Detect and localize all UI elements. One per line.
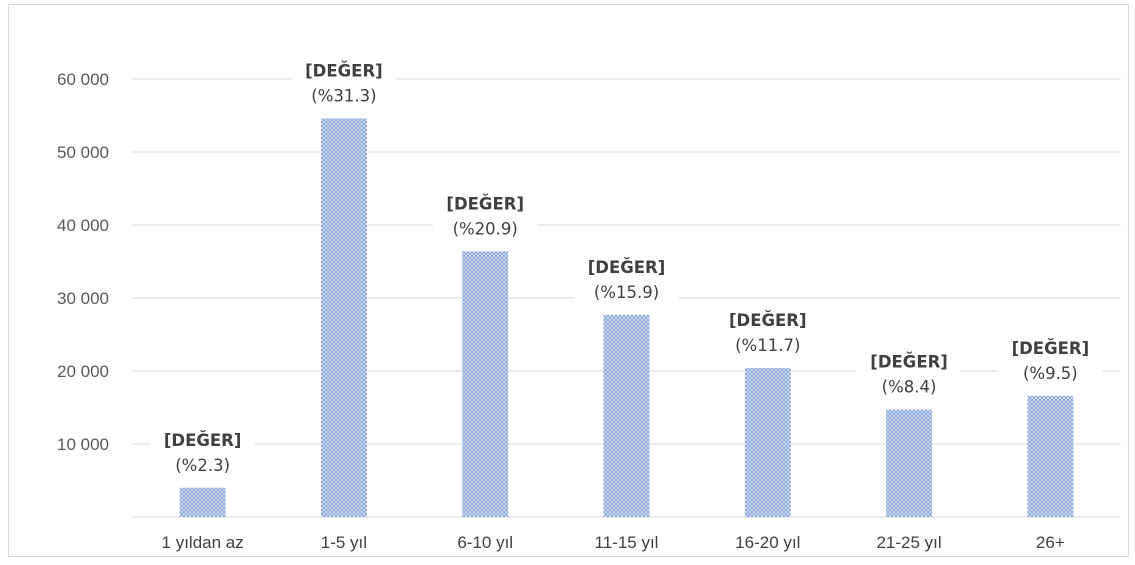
- data-labels: [DEĞER] (%2.3) [DEĞER] (%31.3) [DEĞER] (%20.9…: [150, 56, 1103, 476]
- data-label-value: [DEĞER]: [588, 258, 666, 277]
- data-label-percent: (%20.9): [453, 219, 518, 238]
- data-label-percent: (%2.3): [175, 456, 230, 475]
- bar: [179, 487, 226, 517]
- data-label-value: [DEĞER]: [729, 311, 807, 330]
- x-category-label: 6-10 yıl: [457, 533, 513, 552]
- data-label-group: [DEĞER] (%20.9): [433, 189, 538, 240]
- data-label-background: [715, 306, 820, 357]
- y-tick-label: 40 000: [57, 216, 109, 235]
- bar-chart: 10 000 20 000 30 000 40 000 50 000 60 000 [DE…: [57, 56, 1121, 552]
- bar: [320, 118, 367, 518]
- y-axis-ticks: 10 000 20 000 30 000 40 000 50 000 60 000: [57, 70, 109, 454]
- data-label-group: [DEĞER] (%2.3): [150, 425, 255, 476]
- data-label-background: [433, 189, 538, 240]
- y-tick-label: 30 000: [57, 289, 109, 308]
- data-label-group: [DEĞER] (%31.3): [291, 56, 396, 107]
- data-label-background: [574, 252, 679, 303]
- bar: [462, 251, 509, 517]
- y-tick-label: 60 000: [57, 70, 109, 89]
- bar: [603, 314, 650, 517]
- data-label-percent: (%31.3): [311, 86, 376, 105]
- x-category-label: 1-5 yıl: [321, 533, 367, 552]
- data-label-background: [857, 347, 962, 398]
- x-category-label: 16-20 yıl: [735, 533, 800, 552]
- data-label-percent: (%15.9): [594, 283, 659, 302]
- data-label-group: [DEĞER] (%9.5): [998, 333, 1103, 384]
- bar: [1027, 395, 1074, 517]
- chart-frame: 10 000 20 000 30 000 40 000 50 000 60 000 [DE…: [8, 4, 1129, 557]
- data-label-group: [DEĞER] (%11.7): [715, 306, 820, 357]
- bar: [886, 409, 933, 517]
- data-label-percent: (%11.7): [735, 336, 800, 355]
- y-tick-label: 50 000: [57, 143, 109, 162]
- data-label-value: [DEĞER]: [305, 61, 383, 80]
- x-category-label: 26+: [1036, 533, 1065, 552]
- data-label-percent: (%9.5): [1023, 364, 1078, 383]
- data-label-value: [DEĞER]: [1012, 339, 1090, 358]
- y-tick-label: 10 000: [57, 435, 109, 454]
- data-label-background: [291, 56, 396, 107]
- data-label-value: [DEĞER]: [870, 353, 948, 372]
- data-label-value: [DEĞER]: [446, 194, 524, 213]
- x-category-label: 21-25 yıl: [876, 533, 941, 552]
- data-label-background: [150, 425, 255, 476]
- data-label-value: [DEĞER]: [164, 431, 242, 450]
- bars: [179, 118, 1074, 518]
- data-label-group: [DEĞER] (%15.9): [574, 252, 679, 303]
- x-category-label: 11-15 yıl: [595, 533, 659, 552]
- data-label-group: [DEĞER] (%8.4): [857, 347, 962, 398]
- data-label-background: [998, 333, 1103, 384]
- bar: [744, 368, 791, 517]
- data-label-percent: (%8.4): [882, 378, 937, 397]
- y-tick-label: 20 000: [57, 362, 109, 381]
- x-axis-categories: 1 yıldan az 1-5 yıl 6-10 yıl 11-15 yıl 16-20…: [162, 533, 1065, 552]
- x-category-label: 1 yıldan az: [162, 533, 244, 552]
